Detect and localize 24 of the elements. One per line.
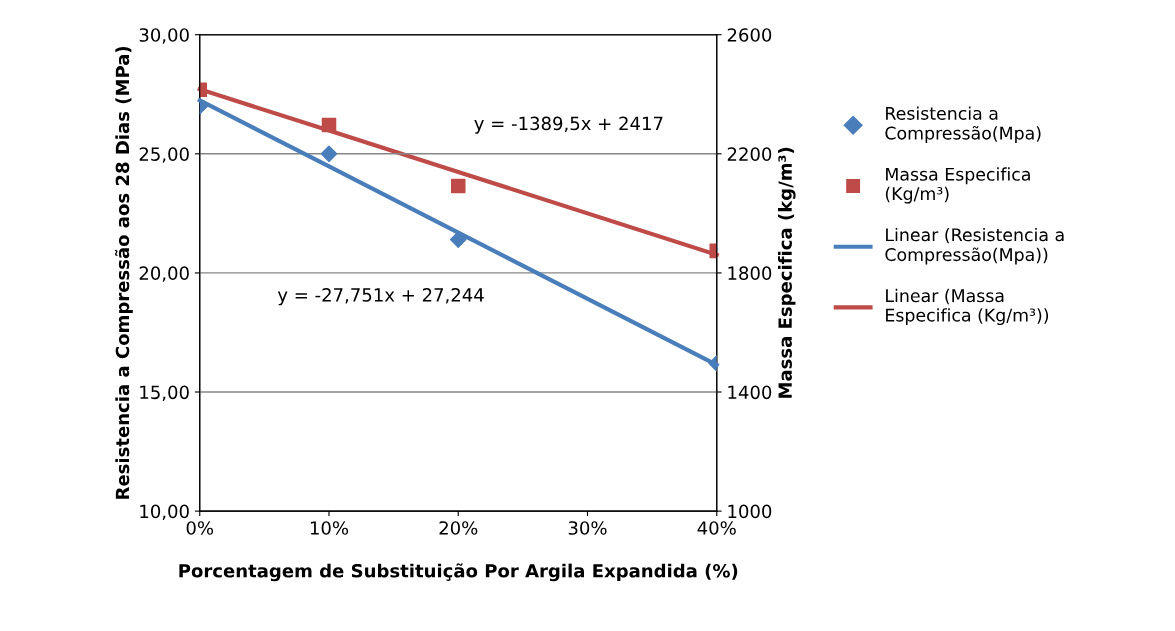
x-tick-label: 0% [186, 521, 214, 535]
legend-label: Linear (Massa Especifica (Kg/m³)) [886, 288, 1049, 326]
y-tick-label: 15,00 [140, 385, 189, 401]
y-tick-label: 25,00 [139, 147, 189, 163]
y2-tick-label: 2200 [727, 147, 772, 161]
y-axis-title: Resistencia a Compressão aos 28 Dias (MPa) [114, 46, 133, 499]
x-tick-label: 40% [697, 521, 736, 535]
x-tick-label: 20% [439, 521, 478, 535]
y2-tick-label: 1400 [728, 385, 772, 400]
y2-axis-title: Massa Especifica (kg/m³) [777, 147, 796, 398]
y-tick-label: 20,00 [139, 266, 189, 282]
annotation: y = -27,751x + 27,244 [277, 288, 484, 306]
annotation: y = -1389,5x + 2417 [474, 116, 663, 134]
legend-label: Resistencia a Compressão(Mpa) [885, 106, 1041, 144]
y2-tick-label: 1000 [728, 504, 772, 519]
x-tick-label: 30% [568, 521, 607, 535]
x-axis-title: Porcentagem de Substituição Por Argila Expandida (%) [179, 563, 738, 582]
x-tick-label: 10% [310, 521, 349, 535]
y2-tick-label: 1800 [728, 266, 772, 281]
y2-tick-label: 2600 [727, 28, 772, 42]
legend-label: Massa Especifica (Kg/m³) [885, 167, 1030, 204]
y-tick-label: 30,00 [139, 28, 189, 44]
y-tick-label: 10,00 [140, 504, 189, 521]
legend-label: Linear (Resistencia a Compressão(Mpa)) [885, 227, 1064, 265]
